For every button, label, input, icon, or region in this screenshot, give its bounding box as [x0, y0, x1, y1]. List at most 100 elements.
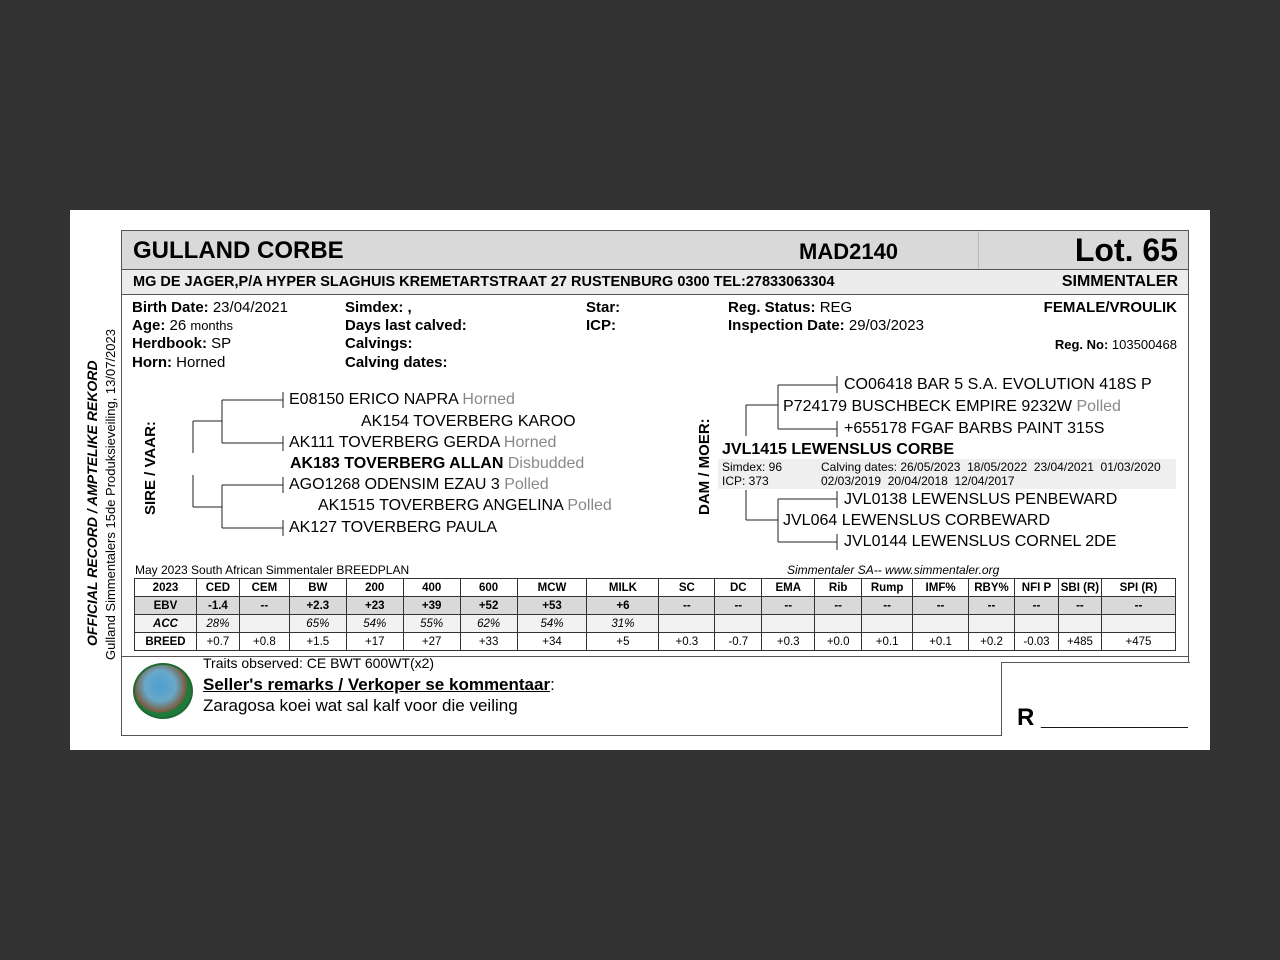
dam-dam-dam: JVL0144 LEWENSLUS CORNEL 2DE [844, 533, 1117, 550]
remarks-text: Zaragosa koei wat sal kalf voor die veil… [203, 696, 518, 715]
price-box[interactable] [1001, 662, 1190, 736]
calving-dates-label: Calving dates: [345, 354, 448, 371]
regno-label: Reg. No: [1054, 337, 1109, 352]
table-cell: SPI (R) [1100, 578, 1177, 597]
dam-sire-dam: +655178 FGAF BARBS PAINT 315S [844, 420, 1105, 437]
table-cell [861, 614, 914, 633]
horn: Horned [176, 354, 226, 371]
table-cell: +0.3 [658, 632, 716, 651]
horn-status: Polled [504, 476, 549, 493]
dam-calving-dates: Calving dates: 26/05/2023 18/05/2022 23/… [821, 460, 1161, 474]
table-cell: -- [1014, 596, 1059, 615]
dam-simdex: Simdex: 96 [722, 460, 783, 474]
table-cell: SC [658, 578, 716, 597]
table-cell: +33 [459, 632, 518, 651]
table-cell: 54% [345, 614, 404, 633]
table-row: 2023 CED CEM BW 200 400 600 MCW MILK SC DC EMA Rib Ru… [134, 578, 1177, 597]
table-cell: ACC [134, 614, 197, 633]
days-last-calved-label: Days last calved: [345, 317, 467, 334]
table-cell: +53 [516, 596, 588, 615]
dam-dam-sire: JVL0138 LEWENSLUS PENBEWARD [844, 491, 1118, 508]
table-cell: -- [658, 596, 716, 615]
simmentaler-logo [133, 663, 193, 719]
table-cell: +34 [516, 632, 588, 651]
table-cell: 55% [402, 614, 461, 633]
horn-status: Disbudded [507, 455, 585, 472]
table-cell: 200 [345, 578, 404, 597]
table-cell: -- [861, 596, 914, 615]
table-cell: CEM [238, 578, 290, 597]
table-cell: +2.3 [288, 596, 347, 615]
table-row: ACC 28% 65% 54% 55% 62% 54% 31% [134, 614, 1177, 633]
dam-icp: ICP: 373 [722, 474, 769, 488]
table-cell: DC [714, 578, 763, 597]
owner-bar: MG DE JAGER,P/A HYPER SLAGHUIS KREMETART… [121, 270, 1189, 295]
table-cell: IMF% [912, 578, 970, 597]
remarks-colon: : [550, 675, 555, 694]
horn-status: Horned [503, 434, 557, 451]
table-cell: +0.3 [761, 632, 816, 651]
age-label: Age: [132, 317, 166, 334]
horn-status: Polled [567, 497, 612, 514]
simdex-label: Simdex: , [345, 299, 412, 316]
table-cell: CED [195, 578, 240, 597]
sire-dam: AK111 TOVERBERG GERDA [289, 434, 500, 451]
table-cell: BREED [134, 632, 197, 651]
table-cell [968, 614, 1015, 633]
inspection-label: Inspection Date: [728, 317, 845, 334]
birth-label: Birth Date: [132, 299, 209, 316]
table-cell: -- [1100, 596, 1177, 615]
table-cell: EMA [761, 578, 816, 597]
sire: AK154 TOVERBERG KAROO [361, 413, 576, 430]
dam-label: DAM / MOER: [696, 418, 713, 515]
price-label: R ___________ [1017, 704, 1188, 731]
table-cell: +475 [1100, 632, 1177, 651]
dam-sire: P724179 BUSCHBECK EMPIRE 9232W [783, 398, 1073, 415]
table-row: BREED +0.7 +0.8 +1.5 +17 +27 +33 +34 +5 +0.3 -0.7 +… [134, 632, 1177, 651]
reg-number: 103500468 [1111, 337, 1177, 352]
table-cell: 2023 [134, 578, 197, 597]
table-cell: EBV [134, 596, 197, 615]
table-cell: -- [912, 596, 970, 615]
table-cell: +6 [586, 596, 660, 615]
table-cell: -0.7 [714, 632, 763, 651]
dam-sire: AGO1268 ODENSIM EZAU 3 [289, 476, 500, 493]
table-cell: +0.2 [968, 632, 1015, 651]
sire-sire: E08150 ERICO NAPRA [289, 391, 458, 408]
traits-observed: Traits observed: CE BWT 600WT(x2) [203, 655, 435, 671]
table-cell: NFI P [1014, 578, 1059, 597]
table-cell: +5 [586, 632, 660, 651]
table-cell: -- [238, 596, 290, 615]
table-cell: BW [288, 578, 347, 597]
dam-dam: JVL064 LEWENSLUS CORBEWARD [783, 512, 1051, 529]
dam-dam: AK127 TOVERBERG PAULA [289, 519, 498, 536]
table-cell [814, 614, 863, 633]
animal-id: MAD2140 [799, 239, 899, 264]
age: 26 [169, 317, 187, 334]
table-cell: 65% [288, 614, 347, 633]
table-cell: Rib [814, 578, 863, 597]
header-bar: GULLAND CORBE MAD2140 Lot. 65 [121, 230, 1189, 270]
table-cell: +485 [1057, 632, 1102, 651]
table-cell: -- [714, 596, 763, 615]
star-label: Star: [586, 299, 621, 316]
age-unit: months [190, 318, 234, 333]
table-cell: +39 [402, 596, 461, 615]
table-cell: SBI (R) [1057, 578, 1102, 597]
table-cell [1100, 614, 1177, 633]
breedplan-site: Simmentaler SA-- www.simmentaler.org [787, 563, 1000, 577]
dam-details: Simdex: 96 ICP: 373 Calving dates: 26/05… [718, 459, 1176, 489]
dam-calving-dates-2: 02/03/2019 20/04/2018 12/04/2017 [821, 474, 1015, 488]
dam-main: JVL1415 LEWENSLUS CORBE [722, 441, 955, 458]
table-cell: Rump [861, 578, 914, 597]
table-cell: 400 [402, 578, 461, 597]
table-cell: +0.1 [912, 632, 970, 651]
table-cell: 54% [516, 614, 588, 633]
table-cell [238, 614, 290, 633]
table-cell: -- [761, 596, 816, 615]
table-cell: +23 [345, 596, 404, 615]
herdbook: SP [211, 335, 232, 352]
dam-sire-sire: CO06418 BAR 5 S.A. EVOLUTION 418S P [844, 376, 1152, 393]
table-row: EBV -1.4 -- +2.3 +23 +39 +52 +53 +6 -- -- -- -- -- -- -… [134, 596, 1177, 615]
